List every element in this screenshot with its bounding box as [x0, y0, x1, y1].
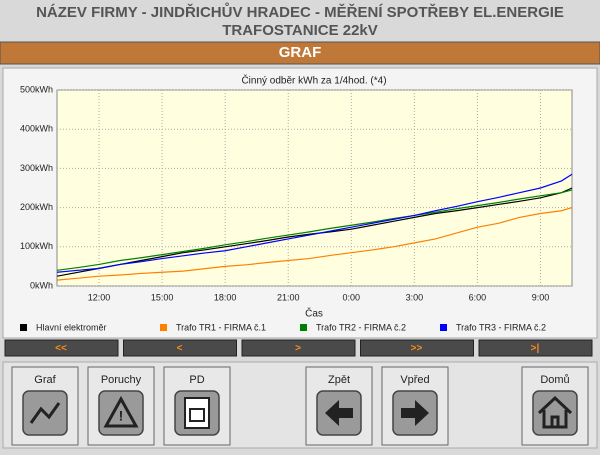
x-axis-label: Čas	[305, 307, 323, 320]
legend-swatch	[300, 324, 307, 331]
nav-button[interactable]	[123, 339, 237, 357]
icon-document	[184, 397, 210, 429]
button-label: Zpět	[328, 374, 350, 386]
legend-label: Hlavní elektroměr	[36, 322, 107, 332]
x-tick-label: 6:00	[469, 292, 487, 302]
x-tick-label: 3:00	[406, 292, 424, 302]
nav-button-label: <	[177, 343, 183, 354]
nav-button-label: >>	[411, 343, 423, 354]
button-label: Domů	[540, 374, 569, 386]
icon-graph	[29, 402, 61, 424]
x-tick-label: 18:00	[214, 292, 237, 302]
x-tick-label: 12:00	[88, 292, 111, 302]
button-icon-frame	[98, 390, 144, 436]
icon-arrow-right	[401, 400, 429, 426]
y-tick-label: 500kWh	[20, 84, 53, 94]
x-tick-label: 9:00	[532, 292, 550, 302]
section-bar	[0, 41, 600, 65]
nav-button-label: <<	[55, 343, 67, 354]
nav-button-label: >	[295, 343, 301, 354]
icon-arrow-left	[325, 400, 353, 426]
icon-warning-mark: !	[119, 408, 124, 424]
button-label: Graf	[34, 374, 56, 386]
icon-document-grid	[189, 408, 205, 422]
legend-label: Trafo TR1 - FIRMA č.1	[176, 322, 266, 332]
header-title: TRAFOSTANICE 22kV	[222, 22, 378, 39]
header-title: NÁZEV FIRMY - JINDŘICHŮV HRADEC - MĚŘENÍ…	[36, 2, 564, 21]
nav-button-label: >|	[531, 343, 540, 354]
series-line	[56, 189, 573, 271]
y-tick-label: 400kWh	[20, 124, 53, 134]
y-tick-label: 200kWh	[20, 202, 53, 212]
plot-area	[56, 89, 573, 287]
nav-button[interactable]	[4, 339, 119, 357]
legend-label: Trafo TR3 - FIRMA č.2	[456, 322, 546, 332]
icon-warning	[103, 395, 139, 428]
series-line	[56, 207, 573, 281]
legend-label: Trafo TR2 - FIRMA č.2	[316, 322, 406, 332]
section-title: GRAF	[279, 44, 322, 61]
legend-swatch	[20, 324, 27, 331]
series-line	[56, 173, 573, 273]
y-tick-label: 0kWh	[30, 280, 53, 290]
legend-swatch	[160, 324, 167, 331]
y-tick-label: 100kWh	[20, 241, 53, 251]
nav-button[interactable]	[478, 339, 593, 357]
y-tick-label: 300kWh	[20, 163, 53, 173]
nav-button[interactable]	[241, 339, 356, 357]
icon-home	[537, 395, 573, 429]
x-tick-label: 15:00	[151, 292, 174, 302]
chart-title: Činný odběr kWh za 1/4hod. (*4)	[241, 74, 386, 87]
button-label: Vpřed	[400, 374, 429, 386]
x-tick-label: 21:00	[277, 292, 300, 302]
button-label: Poruchy	[101, 374, 142, 386]
x-tick-label: 0:00	[343, 292, 361, 302]
legend-swatch	[440, 324, 447, 331]
button-label: PD	[189, 374, 204, 386]
nav-button[interactable]	[360, 339, 474, 357]
